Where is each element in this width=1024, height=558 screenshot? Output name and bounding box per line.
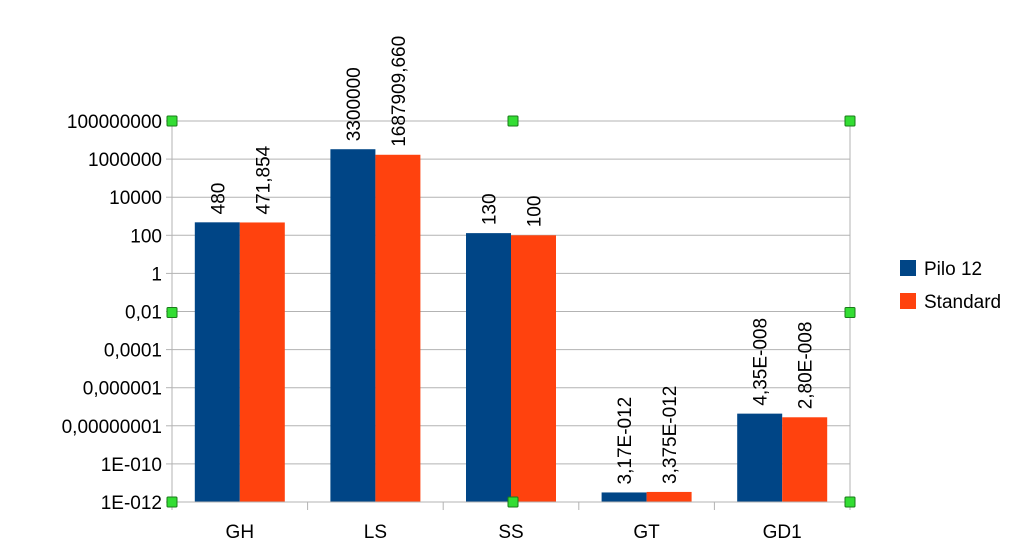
legend-swatch <box>900 260 916 276</box>
x-tick-label: SS <box>498 522 523 543</box>
axes: 100000000 1000000 10000 100 1 0,01 0,0001 0,000… <box>62 112 851 543</box>
selection-handle[interactable] <box>507 496 519 508</box>
bar-standard-gt[interactable] <box>646 491 692 502</box>
selection-handle[interactable] <box>507 115 519 127</box>
y-tick-label: 0,00000001 <box>62 417 162 438</box>
legend-label: Pilo 12 <box>924 259 982 280</box>
selection-handle[interactable] <box>166 307 178 318</box>
selection-handle[interactable] <box>844 115 856 127</box>
bar-standard-gd1[interactable] <box>782 417 828 502</box>
bars <box>194 149 828 503</box>
y-tick-label: 1E-010 <box>101 455 162 476</box>
selection-handle[interactable] <box>166 115 178 127</box>
y-tick-label: 1 <box>151 264 162 285</box>
x-tick-label: GT <box>633 522 660 543</box>
x-tick-label: GD1 <box>763 522 802 543</box>
data-label: 2,80E-008 <box>796 322 817 410</box>
bar-pilo-12-ss[interactable] <box>466 233 511 502</box>
bar-pilo-12-ls[interactable] <box>330 149 376 503</box>
y-tick-label: 0,0001 <box>104 341 162 362</box>
bar-pilo-12-gt[interactable] <box>601 492 647 502</box>
x-tick-label: LS <box>364 522 387 543</box>
x-tick-label: GH <box>226 522 255 543</box>
selection-handle[interactable] <box>844 307 856 318</box>
y-tick-label: 0,01 <box>125 303 162 324</box>
y-tick-label: 0,000001 <box>83 379 162 400</box>
selection-handles[interactable] <box>166 115 856 508</box>
data-label: 130 <box>480 193 501 225</box>
bar-standard-gh[interactable] <box>239 222 285 502</box>
bar-standard-ss[interactable] <box>511 235 556 503</box>
data-labels: 480 471,854 3300000 1687909,660 130 100 3,17E-… <box>208 36 816 485</box>
y-tick-label: 100000000 <box>67 112 162 133</box>
bar-pilo-12-gd1[interactable] <box>737 413 783 502</box>
data-label: 3,17E-012 <box>615 397 636 485</box>
data-label: 100 <box>525 196 546 228</box>
selection-handle[interactable] <box>844 496 856 508</box>
bar-pilo-12-gh[interactable] <box>194 222 240 502</box>
y-tick-label: 1000000 <box>88 150 162 171</box>
legend: Pilo 12 Standard <box>900 259 1001 313</box>
y-tick-label: 100 <box>130 226 162 247</box>
data-label: 3300000 <box>344 67 365 141</box>
legend-label: Standard <box>924 292 1001 313</box>
data-label: 1687909,660 <box>389 36 410 147</box>
bar-standard-ls[interactable] <box>375 154 421 503</box>
data-label: 480 <box>208 183 229 215</box>
legend-swatch <box>900 293 916 309</box>
y-tick-label: 1E-012 <box>101 493 162 514</box>
data-label: 3,375E-012 <box>660 386 681 484</box>
y-tick-label: 10000 <box>109 188 162 209</box>
data-label: 471,854 <box>253 145 274 214</box>
selection-handle[interactable] <box>166 496 178 508</box>
data-label: 4,35E-008 <box>751 318 772 406</box>
